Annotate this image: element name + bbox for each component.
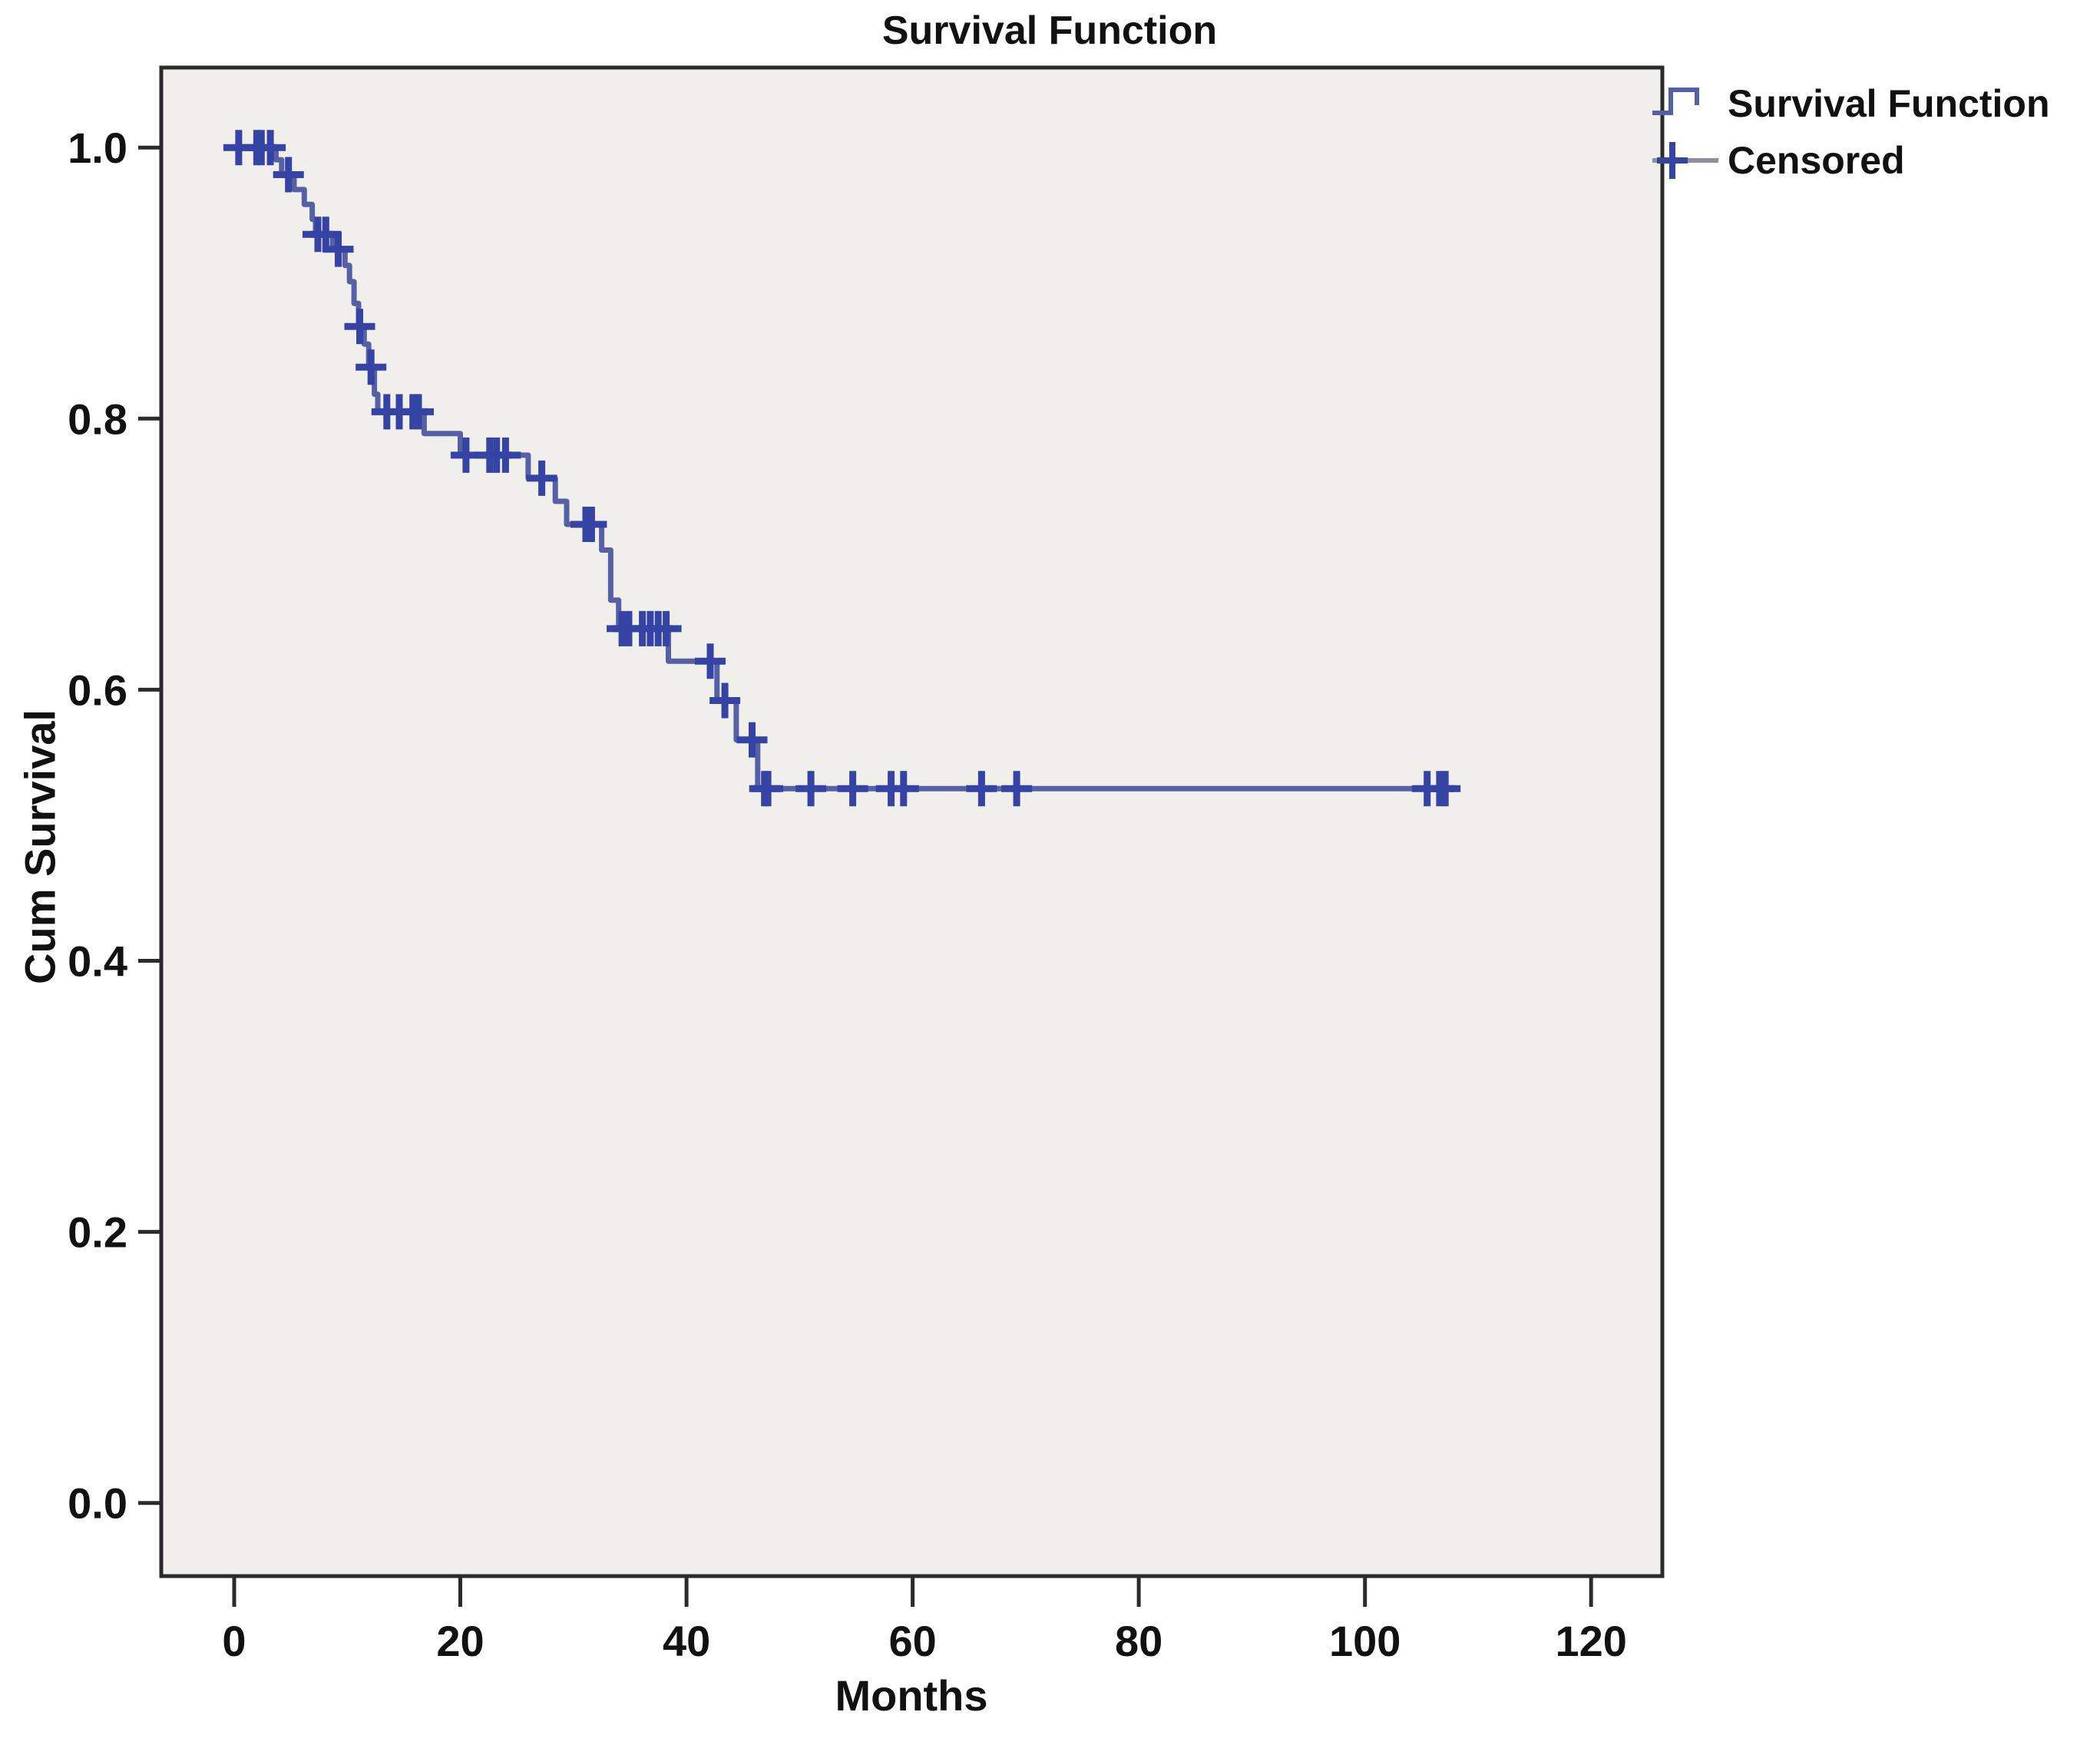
y-tick-label: 0.2 (68, 1208, 127, 1257)
legend: Survival Function Censored (1651, 75, 2050, 189)
censored-mark (1430, 771, 1461, 807)
censored-mark (576, 507, 607, 542)
legend-label-censored: Censored (1728, 139, 1905, 182)
censored-mark (837, 771, 868, 807)
plus-marker-icon (1652, 142, 1718, 179)
censored-mark (490, 437, 521, 473)
step-line-shape (1652, 88, 1699, 115)
censored-mark (795, 771, 827, 807)
legend-label-survival: Survival Function (1728, 82, 2050, 125)
x-tick-label: 40 (663, 1617, 710, 1665)
y-axis-title: Cum Survival (15, 709, 64, 984)
x-tick-label: 0 (222, 1617, 246, 1665)
censored-mark (736, 722, 768, 758)
x-tick-label: 60 (888, 1617, 936, 1665)
censored-mark (709, 682, 741, 719)
x-tick-label: 100 (1329, 1617, 1401, 1665)
censored-mark (752, 771, 784, 807)
censored-mark (650, 610, 682, 646)
censored-mark (322, 231, 354, 267)
censored-mark (273, 157, 304, 193)
chart-title: Survival Function (881, 8, 1218, 53)
censored-mark (344, 309, 375, 345)
legend-item-survival: Survival Function (1651, 75, 2050, 132)
censored-mark (888, 771, 919, 807)
y-tick-label: 0.4 (68, 937, 127, 986)
y-tick-label: 0.8 (68, 395, 127, 443)
x-tick-label: 20 (436, 1617, 484, 1665)
censored-marks (223, 130, 1461, 807)
plus-shape (1657, 142, 1688, 179)
censored-mark (966, 771, 997, 807)
censored-mark (526, 460, 557, 496)
censored-mark (255, 130, 286, 166)
y-tick-label: 0.6 (68, 666, 127, 714)
censored-mark (1001, 771, 1033, 807)
legend-item-censored: Censored (1651, 132, 2050, 189)
step-line-icon (1652, 88, 1699, 115)
y-tick-label: 0.0 (68, 1479, 127, 1528)
y-tick-label: 1.0 (68, 124, 127, 172)
censored-mark (356, 349, 387, 385)
plot-frame (159, 65, 1665, 1578)
censored-mark (403, 394, 434, 430)
x-tick-label: 120 (1555, 1617, 1626, 1665)
censored-mark (695, 643, 726, 679)
x-tick-label: 80 (1115, 1617, 1162, 1665)
x-axis-title: Months (835, 1671, 988, 1720)
